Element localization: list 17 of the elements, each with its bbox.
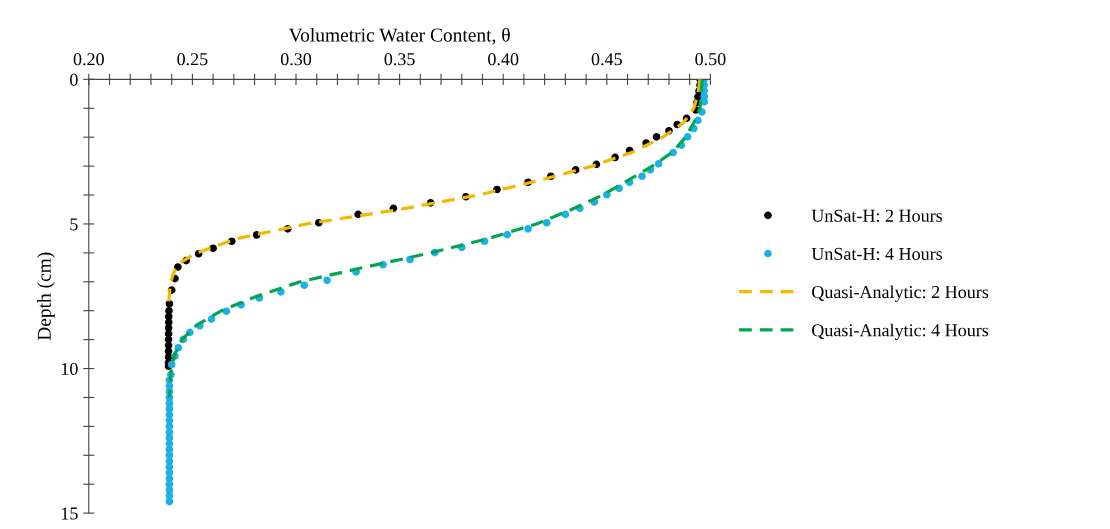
x-tick-label: 0.45 bbox=[591, 53, 622, 66]
x-tick-label: 0.20 bbox=[73, 53, 104, 66]
x-tick-label: 0.35 bbox=[384, 53, 415, 66]
x-tick-label: 0.50 bbox=[695, 53, 726, 66]
y-tick-label: 0 bbox=[70, 73, 78, 86]
y-tick-label: 5 bbox=[70, 218, 78, 231]
legend-label: Quasi-Analytic: 2 Hours bbox=[812, 285, 989, 302]
x-tick-label: 0.25 bbox=[177, 53, 208, 66]
legend-label: UnSat-H: 2 Hours bbox=[811, 209, 943, 222]
legend-label: UnSat-H: 4 Hours bbox=[811, 247, 943, 261]
y-axis-title: Depth (cm) bbox=[37, 252, 55, 341]
x-axis-title: Volumetric Water Content, θ bbox=[288, 27, 510, 45]
x-tick-label: 0.40 bbox=[488, 53, 519, 66]
x-tick-label: 0.30 bbox=[280, 53, 312, 66]
legend-label: Quasi-Analytic: 4 Hours bbox=[812, 323, 989, 341]
y-tick-label: 15 bbox=[61, 507, 78, 520]
y-tick-label: 10 bbox=[61, 362, 78, 375]
